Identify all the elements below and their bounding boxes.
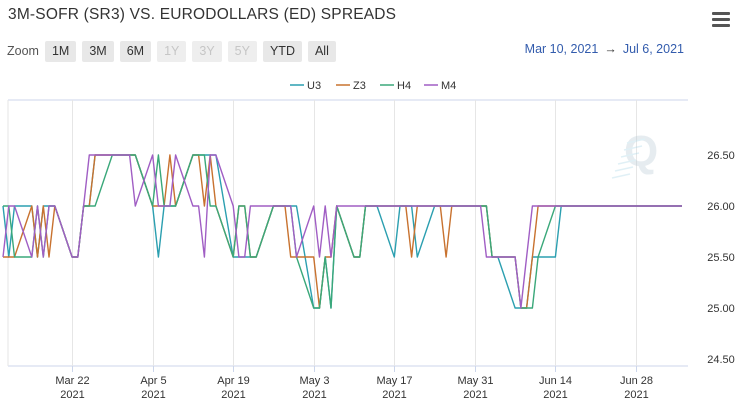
- series-line-h4: [3, 154, 682, 309]
- menu-bar: [712, 24, 730, 27]
- x-tick-label: Apr 5: [140, 375, 166, 387]
- x-tick-year-label: 2021: [463, 389, 487, 401]
- q-logo-stripe: [614, 166, 634, 172]
- zoom-label: Zoom: [7, 44, 39, 58]
- q-logo-stripe: [611, 173, 631, 179]
- zoom-1m-button[interactable]: 1M: [44, 40, 77, 62]
- range-arrow: →: [604, 42, 617, 56]
- zoom-ytd-button[interactable]: YTD: [262, 40, 302, 62]
- legend-item-z3[interactable]: Z3: [336, 80, 366, 92]
- zoom-selector: Zoom 1M 3M 6M 1Y 3Y 5Y YTD All: [7, 40, 342, 62]
- chart-title: 3M-SOFR (SR3) VS. EURODOLLARS (ED) SPREA…: [8, 6, 397, 23]
- y-tick-label: 26.50: [707, 150, 735, 162]
- x-tick-year-label: 2021: [624, 389, 648, 401]
- legend-item-u3[interactable]: U3: [290, 80, 321, 92]
- legend-item-m4[interactable]: M4: [424, 80, 456, 92]
- x-tick-label: May 31: [457, 375, 493, 387]
- q-logo-stripe: [626, 138, 646, 144]
- x-tick-year-label: 2021: [543, 389, 567, 401]
- y-tick-label: 26.00: [707, 201, 735, 213]
- legend-label: H4: [397, 80, 411, 92]
- legend-label: Z3: [353, 80, 366, 92]
- x-tick-label: Apr 19: [217, 375, 249, 387]
- q-logo-stripe: [623, 145, 643, 151]
- range-to[interactable]: Jul 6, 2021: [622, 42, 684, 56]
- date-range: Mar 10, 2021 → Jul 6, 2021: [525, 42, 684, 56]
- q-logo-letter: Q: [624, 127, 658, 176]
- x-tick-year-label: 2021: [382, 389, 406, 401]
- zoom-5y-button[interactable]: 5Y: [227, 40, 257, 62]
- x-tick-year-label: 2021: [60, 389, 84, 401]
- y-tick-label: 24.50: [707, 354, 735, 366]
- q-logo-watermark: Q: [611, 127, 658, 179]
- series-line-m4: [2, 154, 682, 309]
- zoom-1y-button[interactable]: 1Y: [157, 40, 187, 62]
- x-tick-label: Jun 14: [539, 375, 572, 387]
- zoom-3m-button[interactable]: 3M: [82, 40, 114, 62]
- legend-label: M4: [441, 80, 456, 92]
- x-tick-year-label: 2021: [221, 389, 245, 401]
- zoom-6m-button[interactable]: 6M: [119, 40, 152, 62]
- menu-bar: [712, 18, 730, 21]
- x-tick-label: May 17: [376, 375, 412, 387]
- zoom-3y-button[interactable]: 3Y: [192, 40, 222, 62]
- y-tick-label: 25.50: [707, 252, 735, 264]
- q-logo-stripe: [620, 152, 640, 158]
- x-tick-label: Mar 22: [55, 375, 89, 387]
- q-logo-stripe: [617, 159, 637, 165]
- range-from[interactable]: Mar 10, 2021: [524, 42, 599, 56]
- x-tick-label: Jun 28: [620, 375, 653, 387]
- x-tick-label: May 3: [300, 375, 330, 387]
- y-tick-label: 25.00: [707, 303, 735, 315]
- hamburger-menu-icon[interactable]: [712, 12, 730, 28]
- legend-item-h4[interactable]: H4: [380, 80, 411, 92]
- x-tick-year-label: 2021: [141, 389, 165, 401]
- legend-label: U3: [307, 80, 321, 92]
- zoom-all-button[interactable]: All: [307, 40, 336, 62]
- x-tick-year-label: 2021: [302, 389, 326, 401]
- menu-bar: [712, 12, 730, 15]
